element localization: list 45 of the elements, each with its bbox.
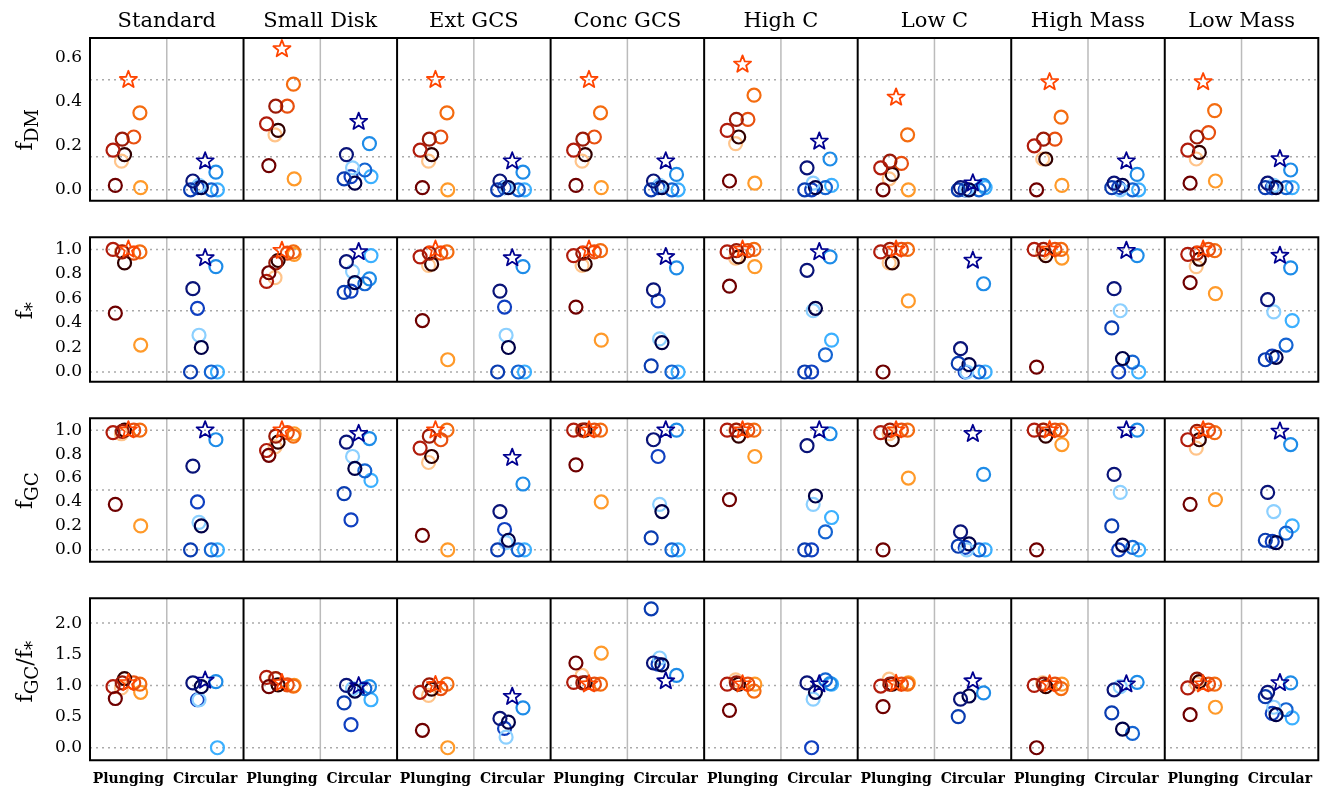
x-tick-label: Circular: [940, 770, 1006, 787]
y-tick-label: 1.0: [54, 673, 82, 694]
x-tick-label: Plunging: [1013, 770, 1086, 787]
x-tick-label: Circular: [1094, 770, 1160, 787]
x-tick-label: Plunging: [860, 770, 932, 787]
x-tick-label: Circular: [633, 770, 699, 787]
y-tick-label: 0.4: [54, 90, 82, 111]
y-tick-label: 0.0: [54, 178, 82, 199]
y-tick-label: 0.2: [54, 514, 82, 535]
text: Low Mass: [1188, 7, 1295, 32]
y-tick-label: 0.5: [54, 705, 82, 726]
y-tick-label: 1.0: [54, 418, 82, 439]
x-tick-label: Plunging: [399, 770, 472, 787]
x-tick-label: Plunging: [553, 770, 625, 787]
text: High C: [743, 7, 819, 32]
y-tick-label: 0.2: [54, 335, 82, 356]
text: Low C: [900, 7, 969, 32]
y-tick-label: 2.0: [54, 611, 82, 632]
y-tick-label: 0.8: [54, 442, 82, 463]
text: High Mass: [1030, 7, 1146, 32]
y-tick-label: 0.4: [54, 490, 82, 511]
y-tick-label: 0.0: [54, 736, 82, 757]
x-tick-label: Plunging: [92, 770, 165, 787]
text: Standard: [117, 7, 216, 32]
y-tick-label: 0.8: [54, 262, 82, 283]
text: Small Disk: [263, 7, 378, 32]
y-tick-label: 0.0: [54, 360, 82, 381]
y-tick-label: 0.6: [54, 466, 82, 487]
text: Ext GCS: [429, 7, 519, 32]
y-tick-label: 1.5: [54, 642, 82, 663]
x-tick-label: Circular: [480, 770, 545, 787]
x-tick-label: Plunging: [706, 770, 779, 787]
x-tick-label: Plunging: [1167, 770, 1239, 787]
y-tick-label: 0.2: [54, 134, 82, 155]
y-tick-label: 0.6: [54, 46, 82, 67]
x-tick-label: Circular: [173, 770, 238, 787]
y-tick-label: 0.6: [54, 286, 82, 307]
x-tick-label: Circular: [1247, 770, 1313, 787]
x-tick-label: Plunging: [246, 770, 318, 787]
y-tick-label: 0.4: [54, 311, 82, 332]
x-tick-label: Circular: [787, 770, 853, 787]
x-tick-label: Circular: [326, 770, 392, 787]
y-tick-label: 0.0: [54, 538, 82, 559]
y-tick-label: 1.0: [54, 237, 82, 258]
text: Conc GCS: [573, 7, 682, 32]
